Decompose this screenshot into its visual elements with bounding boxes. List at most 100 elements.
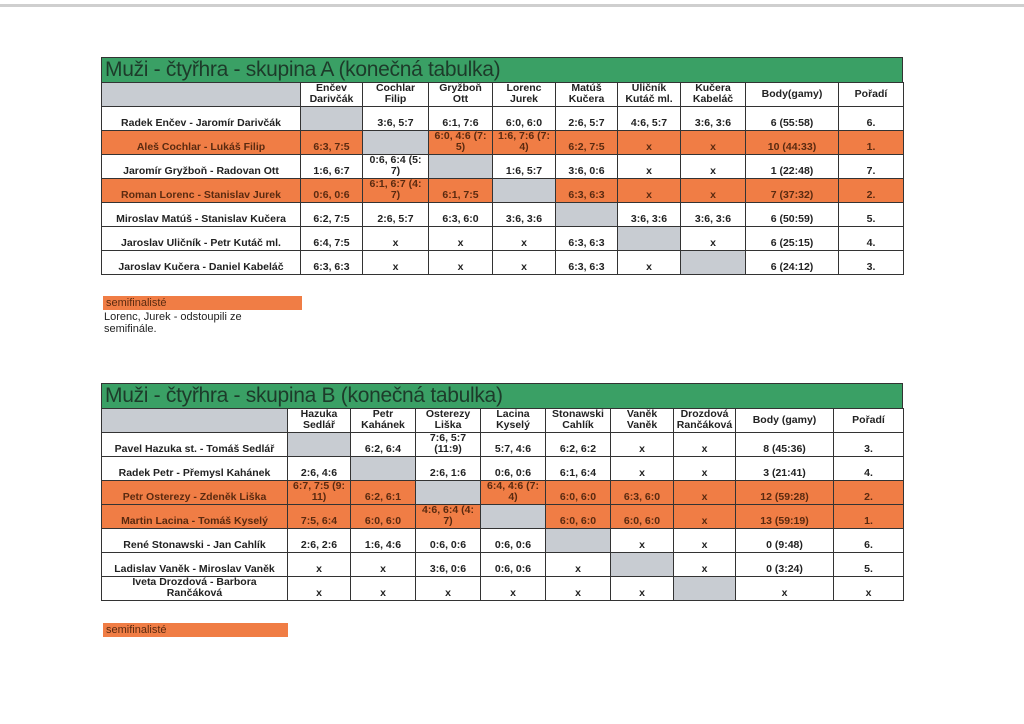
self-match-cell [428,154,493,179]
score-cell: 6:3, 6:3 [555,226,618,251]
header-row: Hazuka Sedlář Petr Kahánek Osterezy Liška L… [101,408,904,433]
score-cell: 6:3, 6:3 [555,250,618,275]
column-header: Vaněk Vaněk [610,408,674,433]
score-cell: x [362,226,429,251]
self-match-cell [287,432,351,457]
score-cell: 4:6, 5:7 [617,106,681,131]
column-header: Stonawski Cahlík [545,408,611,433]
score-cell: 6:1, 7:5 [428,178,493,203]
self-match-cell [480,504,546,529]
table-row: René Stonawski - Jan Cahlík 2:6, 2:6 1:6, … [101,528,904,553]
score-cell: 6:0, 6:0 [545,504,611,529]
self-match-cell [617,226,681,251]
column-header: Kučera Kabeláč [680,82,746,107]
column-header: Pořadí [833,408,904,433]
group-b-table: Muži - čtyřhra - skupina B (konečná tabu… [101,383,904,601]
rank-cell: 3. [838,250,904,275]
score-cell: 6:1, 7:6 [428,106,493,131]
points-cell: 12 (59:28) [735,480,834,505]
score-cell: x [545,576,611,601]
score-cell: 6:3, 6:3 [300,250,363,275]
table-row: Petr Osterezy - Zdeněk Liška 6:7, 7:5 (9:… [101,480,904,505]
score-cell: x [492,226,556,251]
table-row: Radek Enčev - Jaromír Darivčák 3:6, 5:7 6:… [101,106,904,131]
score-cell: x [610,576,674,601]
score-cell: x [428,250,493,275]
score-cell: x [673,480,736,505]
corner-cell [101,82,301,107]
score-cell: x [428,226,493,251]
score-cell: x [673,552,736,577]
points-cell: 3 (21:41) [735,456,834,481]
score-cell: 1:6, 7:6 (7: 4) [492,130,556,155]
table-row: Pavel Hazuka st. - Tomáš Sedlář 6:2, 6:4 7… [101,432,904,457]
column-header: Gryžboň Ott [428,82,493,107]
self-match-cell [350,456,416,481]
score-cell: 6:0, 6:0 [492,106,556,131]
points-cell: x [735,576,834,601]
points-cell: 6 (25:15) [745,226,839,251]
column-header: Enčev Darivčák [300,82,363,107]
score-cell: 2:6, 5:7 [362,202,429,227]
score-cell: 6:4, 7:5 [300,226,363,251]
rank-cell: 1. [838,130,904,155]
self-match-cell [610,552,674,577]
pair-name: Radek Petr - Přemysl Kahánek [101,456,288,481]
score-cell: 7:5, 6:4 [287,504,351,529]
score-cell: 3:6, 3:6 [617,202,681,227]
pair-name: Ladislav Vaněk - Miroslav Vaněk [101,552,288,577]
points-cell: 6 (24:12) [745,250,839,275]
score-cell: x [492,250,556,275]
score-cell: 3:6, 5:7 [362,106,429,131]
score-cell: 6:2, 7:5 [555,130,618,155]
points-cell: 6 (50:59) [745,202,839,227]
score-cell: x [610,528,674,553]
column-header: Osterezy Liška [415,408,481,433]
score-cell: x [680,130,746,155]
column-header: Petr Kahánek [350,408,416,433]
score-cell: 6:3, 6:0 [610,480,674,505]
pair-name: Jaromír Gryžboň - Radovan Ott [101,154,301,179]
score-cell: x [545,552,611,577]
score-cell: 3:6, 0:6 [555,154,618,179]
self-match-cell [362,130,429,155]
score-cell: 0:6, 0:6 [480,456,546,481]
points-cell: 0 (3:24) [735,552,834,577]
corner-cell [101,408,288,433]
score-cell: 6:2, 6:4 [350,432,416,457]
table-row: Radek Petr - Přemysl Kahánek 2:6, 4:6 2:6,… [101,456,904,481]
self-match-cell [555,202,618,227]
score-cell: x [617,130,681,155]
score-cell: 6:4, 4:6 (7: 4) [480,480,546,505]
table-row: Jaroslav Uličník - Petr Kutáč ml. 6:4, 7:… [101,226,904,251]
rank-cell: 6. [833,528,904,553]
column-header: Uličník Kutáč ml. [617,82,681,107]
pair-name: Aleš Cochlar - Lukáš Filip [101,130,301,155]
points-cell: 1 (22:48) [745,154,839,179]
score-cell: 6:1, 6:4 [545,456,611,481]
rank-cell: 3. [833,432,904,457]
table-row: Aleš Cochlar - Lukáš Filip 6:3, 7:5 6:0, 4… [101,130,904,155]
scan-edge [0,4,1024,7]
group-a-legend-semifinalists: semifinalisté [103,296,302,310]
header-row: Enčev Darivčák Cochlar Filip Gryžboň Ott Lo… [101,82,904,107]
score-cell: x [617,250,681,275]
pair-name: Radek Enčev - Jaromír Darivčák [101,106,301,131]
rank-cell: 6. [838,106,904,131]
score-cell: 6:2, 7:5 [300,202,363,227]
score-cell: x [610,456,674,481]
pair-name: Martin Lacina - Tomáš Kyselý [101,504,288,529]
score-cell: x [610,432,674,457]
rank-cell: 5. [833,552,904,577]
score-cell: 2:6, 2:6 [287,528,351,553]
pair-name: Roman Lorenc - Stanislav Jurek [101,178,301,203]
score-cell: 6:3, 6:0 [428,202,493,227]
score-cell: x [350,576,416,601]
table-row: Roman Lorenc - Stanislav Jurek 0:6, 0:6 6:… [101,178,904,203]
rank-cell: 4. [838,226,904,251]
score-cell: 0:6, 0:6 [415,528,481,553]
score-cell: x [362,250,429,275]
score-cell: 6:0, 4:6 (7: 5) [428,130,493,155]
score-cell: x [680,178,746,203]
group-a-note: Lorenc, Jurek - odstoupili ze semifinále… [104,311,242,335]
